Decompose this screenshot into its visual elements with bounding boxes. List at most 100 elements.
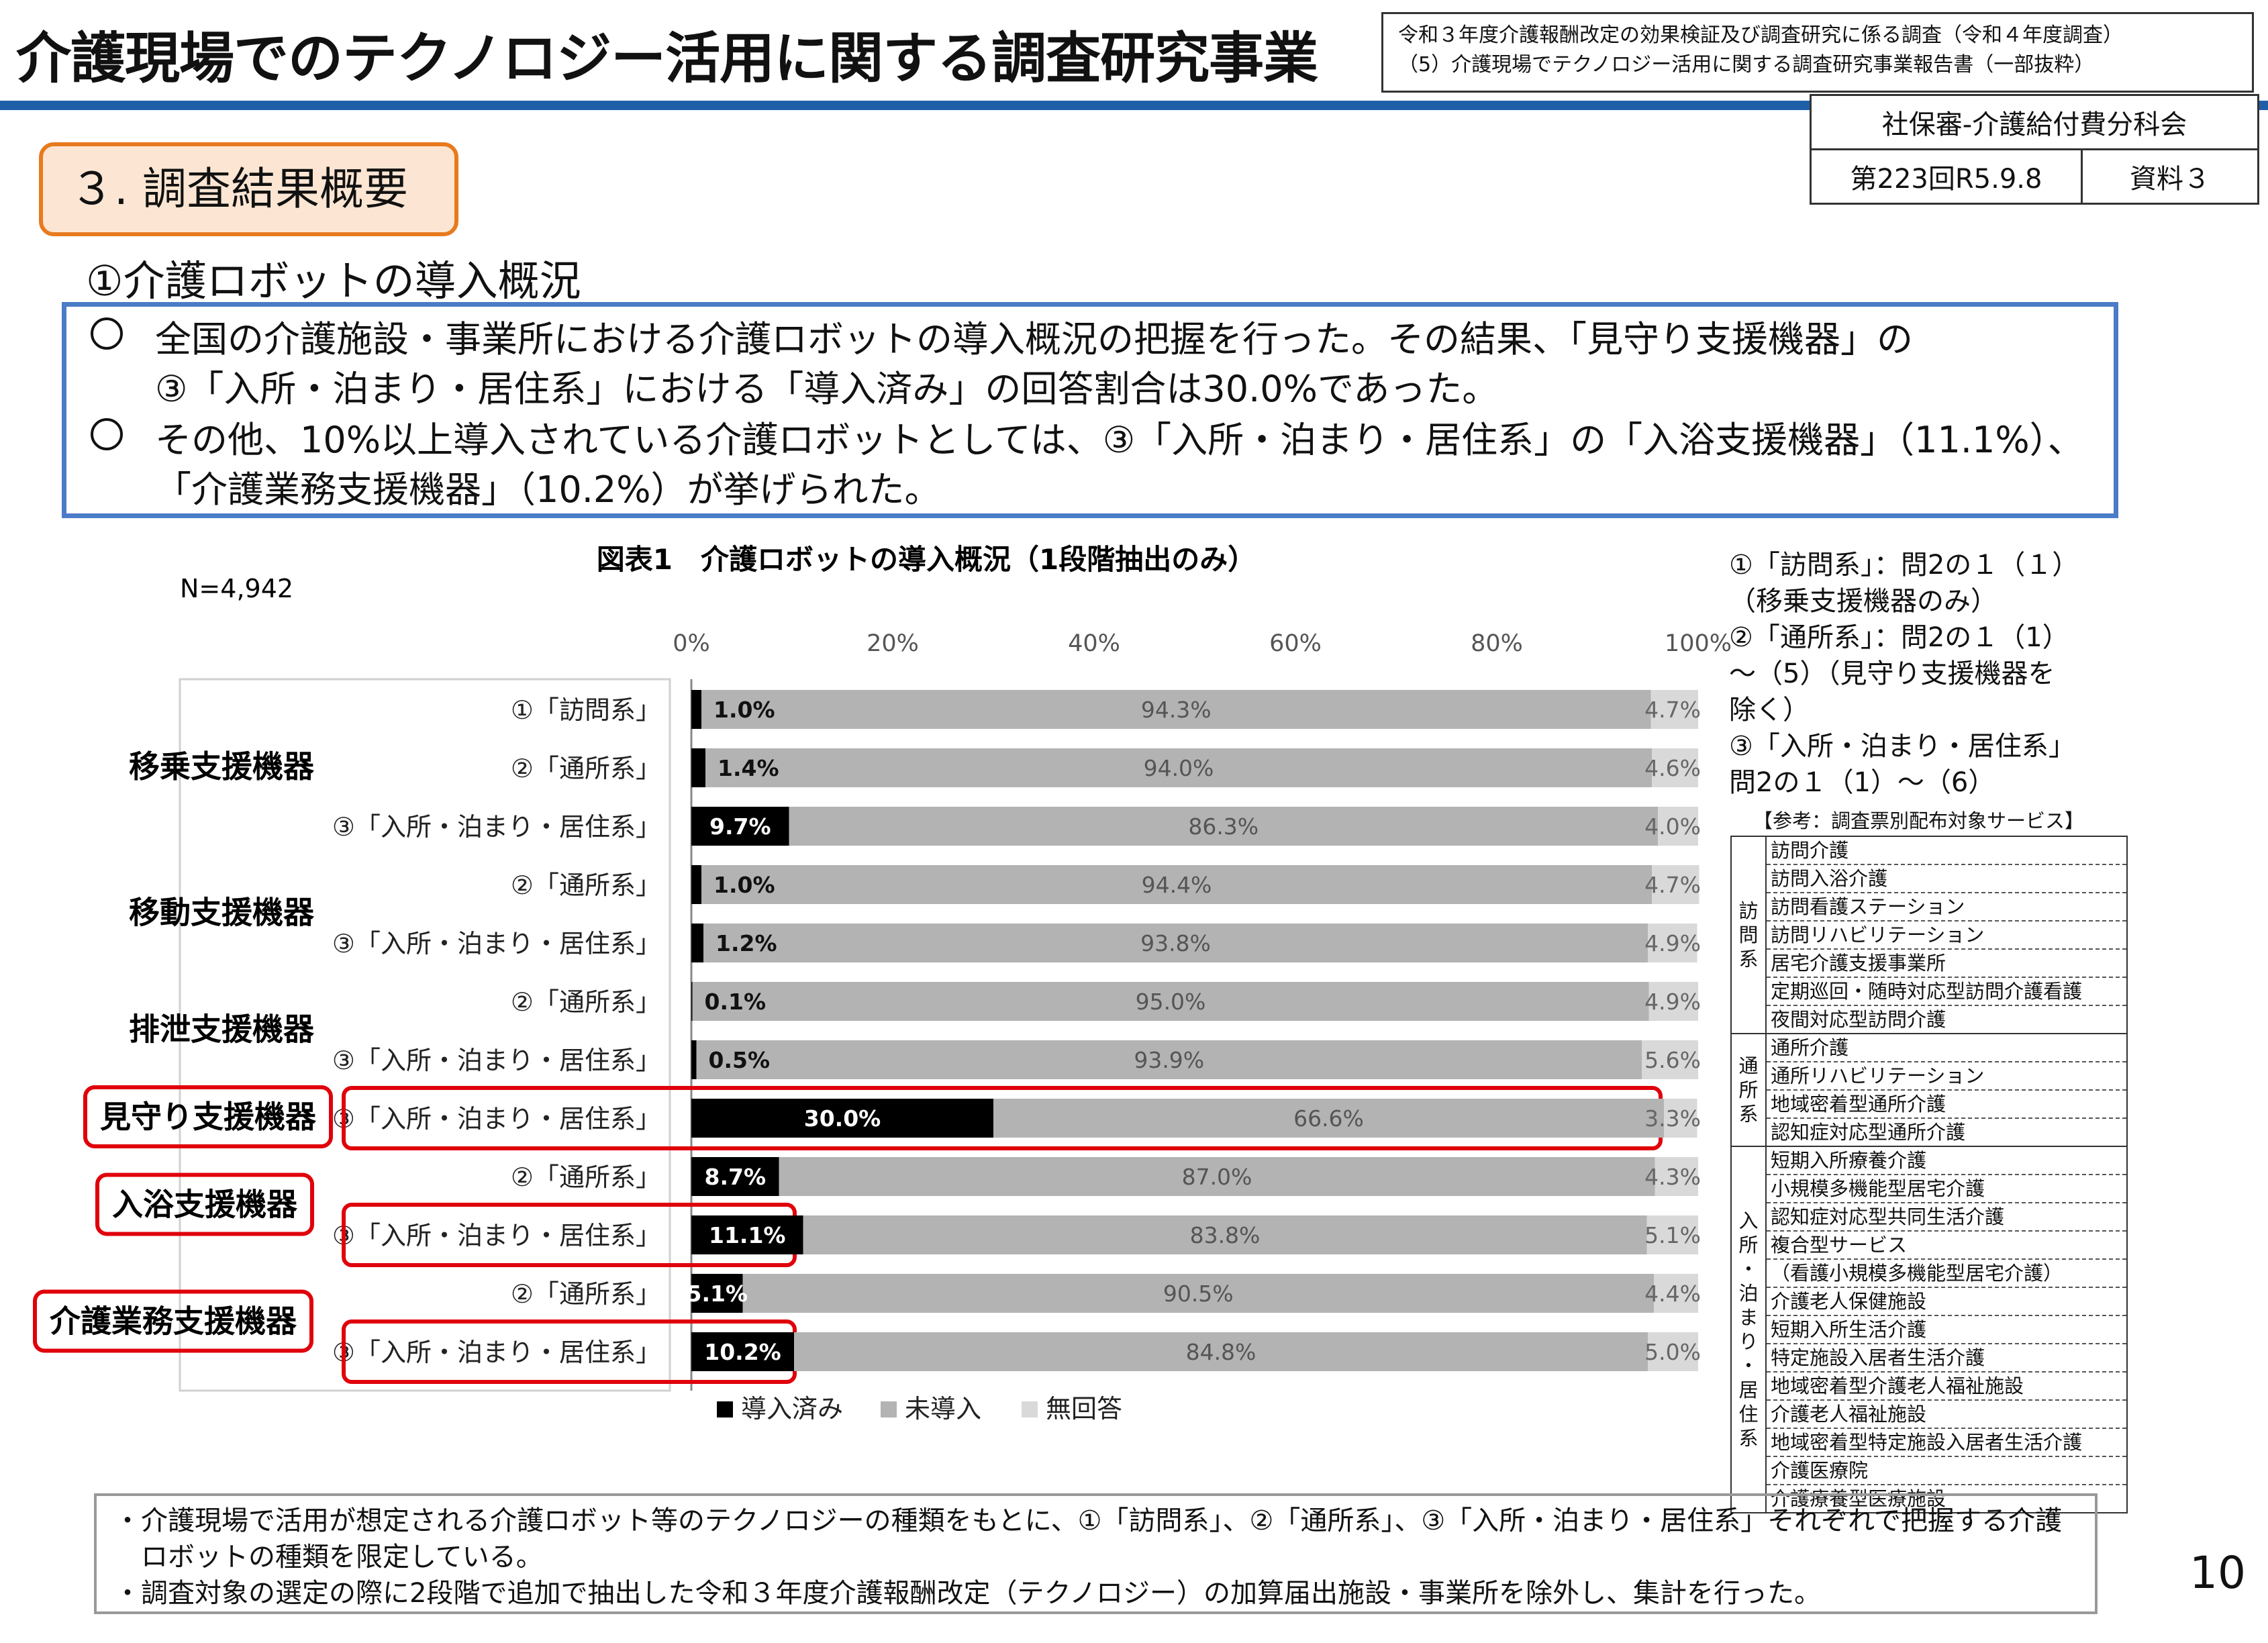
- row-label: ②「通所系」: [511, 987, 661, 1017]
- bar-segment: [691, 1332, 794, 1371]
- row-label: ③「入所・泊まり・居住系」: [332, 1221, 661, 1250]
- page-number: 10: [2189, 1547, 2246, 1599]
- bar-segment: [692, 982, 1649, 1021]
- service-item: 特定施設入居者生活介護: [1767, 1344, 2126, 1373]
- service-items-cell: 訪問介護 訪問入浴介護 訪問看護ステーション 訪問リハビリテーション 居宅介護支援事業所…: [1765, 836, 2128, 1034]
- x-tick-label: 40%: [1068, 630, 1120, 657]
- bar-segment: [1648, 924, 1697, 962]
- note-line: ③「入所・泊まり・居住系」: [1729, 731, 2075, 762]
- x-tick-label: 60%: [1269, 630, 1322, 657]
- bar-segment: [691, 1040, 697, 1079]
- x-tick-label: 80%: [1471, 630, 1523, 657]
- x-tick-label: 100%: [1665, 630, 1732, 657]
- legend-label: 導入済み: [741, 1394, 843, 1424]
- data-label: 4.6%: [1644, 755, 1701, 781]
- legend-swatch: [881, 1401, 897, 1417]
- bar-segment: [1658, 807, 1698, 846]
- bar-segment: [691, 1274, 743, 1313]
- bar-segment: [1654, 1274, 1698, 1313]
- service-items-cell: 短期入所療養介護 小規模多機能型居宅介護 認知症対応型共同生活介護 複合型サービス （看…: [1765, 1146, 2128, 1513]
- service-item: 訪問看護ステーション: [1767, 893, 2126, 922]
- data-label: 86.3%: [1188, 813, 1259, 840]
- document-number: 資料３: [2081, 148, 2259, 205]
- bar-segment: [1648, 1332, 1698, 1371]
- data-label: 66.6%: [1293, 1105, 1364, 1132]
- bullet-circle-icon: [91, 317, 123, 350]
- footnote-line-1: ・介護現場で活用が想定される介護ロボット等のテクノロジーの種類をもとに、①「訪問…: [114, 1505, 2062, 1536]
- data-label: 0.1%: [705, 989, 767, 1015]
- group-label: 移乗支援機器: [129, 748, 315, 785]
- bullet-circle-icon: [91, 418, 123, 450]
- bar-segment: [691, 807, 789, 846]
- service-group-label: 通所系: [1730, 1033, 1767, 1147]
- service-item: 複合型サービス: [1767, 1232, 2126, 1260]
- data-label: 4.9%: [1644, 989, 1701, 1015]
- bar-segment: [696, 1040, 1642, 1079]
- group-label: 介護業務支援機器: [50, 1303, 297, 1340]
- group-highlight-box: [33, 1289, 313, 1353]
- summary-box: 全国の介護施設・事業所における介護ロボットの導入概況の把握を行った。その結果、「…: [62, 302, 2118, 518]
- row-label: ③「入所・泊まり・居住系」: [332, 1338, 661, 1367]
- note-line: ②「通所系」：問2の１（1）: [1729, 622, 2069, 653]
- service-item: （看護小規模多機能型居宅介護）: [1767, 1260, 2126, 1288]
- service-item: 介護療養型医療施設: [1771, 1487, 1946, 1510]
- data-label: 84.8%: [1186, 1339, 1256, 1365]
- footnote-line-3: ・調査対象の選定の際に2段階で追加で抽出した令和３年度介護報酬改定（テクノロジー…: [114, 1578, 1822, 1609]
- service-group-row: 入所・泊まり・居住系短期入所療養介護 小規模多機能型居宅介護 認知症対応型共同生活介…: [1730, 1146, 2128, 1513]
- bar-segment: [691, 748, 705, 787]
- service-item: 通所介護: [1767, 1034, 2126, 1062]
- bar-segment: [1655, 1157, 1698, 1196]
- bar-segment: [1646, 1215, 1698, 1254]
- page-title: 介護現場でのテクノロジー活用に関する調査研究事業: [16, 27, 1318, 91]
- data-label: 4.7%: [1644, 872, 1701, 898]
- service-item: 介護老人福祉施設: [1767, 1401, 2126, 1429]
- data-label: 93.9%: [1134, 1047, 1204, 1073]
- service-item: 小規模多機能型居宅介護: [1767, 1175, 2126, 1203]
- summary-line-3: その他、10%以上導入されている介護ロボットとしては、③「入所・泊まり・居住系」…: [155, 419, 2084, 461]
- data-label: 9.7%: [709, 813, 771, 840]
- section-tag: ３. 調査結果概要: [39, 142, 458, 236]
- summary-line-1: 全国の介護施設・事業所における介護ロボットの導入概況の把握を行った。その結果、「…: [155, 318, 1913, 360]
- service-item: 訪問入浴介護: [1767, 865, 2126, 893]
- source-line-2: （5）介護現場でテクノロジー活用に関する調査研究事業報告書（一部抜粋）: [1398, 53, 2095, 77]
- service-item: 短期入所療養介護: [1767, 1147, 2126, 1175]
- bar-segment: [803, 1215, 1647, 1254]
- bar-segment: [691, 865, 701, 904]
- data-label: 10.2%: [704, 1339, 781, 1365]
- legend-swatch: [1022, 1401, 1038, 1417]
- row-label: ③「入所・泊まり・居住系」: [332, 1104, 661, 1134]
- service-item: 短期入所生活介護: [1767, 1316, 2126, 1344]
- group-label: 移動支援機器: [129, 895, 315, 931]
- data-label: 8.7%: [704, 1164, 766, 1190]
- bar-segment: [691, 1099, 993, 1138]
- data-label: 94.4%: [1142, 872, 1212, 898]
- data-label: 4.3%: [1644, 1164, 1701, 1190]
- service-items-cell: 通所介護 通所リハビリテーション 地域密着型通所介護 認知症対応型通所介護: [1765, 1033, 2128, 1147]
- x-tick-label: 0%: [673, 630, 710, 657]
- row-label: ②「通所系」: [511, 754, 661, 783]
- meeting-info-table: 社保審-介護給付費分科会 第223回R5.9.8 資料３: [1810, 94, 2259, 205]
- data-label: 1.0%: [713, 697, 775, 723]
- data-label: 87.0%: [1182, 1164, 1252, 1190]
- service-group-label: 訪問系: [1730, 836, 1767, 1034]
- bar-segment: [779, 1157, 1655, 1196]
- data-label: 4.4%: [1644, 1281, 1701, 1307]
- bar-segment: [691, 1157, 779, 1196]
- service-item: 認知症対応型通所介護: [1771, 1121, 1966, 1144]
- data-label: 90.5%: [1163, 1281, 1234, 1307]
- bar-segment: [691, 690, 701, 729]
- sample-size-label: N=4,942: [180, 574, 293, 603]
- summary-line-2: ③「入所・泊まり・居住系」における「導入済み」の回答割合は30.0%であった。: [155, 368, 1499, 410]
- service-item: 介護医療院: [1767, 1457, 2126, 1485]
- row-label: ③「入所・泊まり・居住系」: [332, 929, 661, 958]
- x-tick-label: 20%: [867, 630, 919, 657]
- bar-segment: [691, 982, 693, 1021]
- note-line: ①「訪問系」：問2の１（１）: [1729, 550, 2079, 581]
- data-label: 94.0%: [1144, 755, 1214, 781]
- data-label: 94.3%: [1141, 697, 1212, 723]
- service-group-row: 通所系通所介護 通所リハビリテーション 地域密着型通所介護 認知症対応型通所介護: [1730, 1033, 2128, 1147]
- bar-segment: [1650, 690, 1698, 729]
- bar-segment: [742, 1274, 1654, 1313]
- data-label: 5.0%: [1644, 1339, 1701, 1365]
